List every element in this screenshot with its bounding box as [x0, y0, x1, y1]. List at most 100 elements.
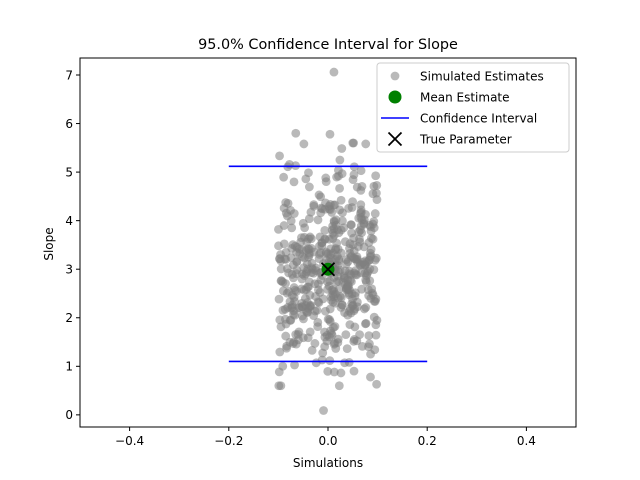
simulated-estimate-point — [305, 277, 314, 287]
simulated-estimate-point — [310, 339, 320, 348]
simulated-estimate-point — [285, 159, 294, 169]
simulated-estimate-point — [329, 230, 339, 240]
simulated-estimate-point — [329, 67, 339, 77]
simulated-estimate-point — [315, 232, 325, 242]
simulated-estimate-point — [295, 249, 305, 259]
simulated-estimate-point — [287, 290, 297, 300]
simulated-estimate-point — [363, 285, 373, 295]
simulated-estimate-point — [289, 283, 299, 292]
legend-label: Simulated Estimates — [420, 69, 544, 83]
simulated-estimate-point — [286, 253, 296, 262]
legend-marker-true-parameter — [387, 131, 403, 147]
simulated-estimate-point — [287, 223, 297, 233]
simulated-estimate-point — [323, 366, 333, 376]
y-tick-label: 0 — [65, 408, 73, 422]
simulated-estimate-point — [342, 344, 352, 354]
simulated-estimate-point — [274, 241, 283, 251]
simulated-estimate-point — [325, 332, 334, 342]
simulated-estimate-point — [276, 322, 286, 332]
y-tick-label: 6 — [65, 117, 73, 131]
simulated-estimate-point — [275, 151, 284, 161]
y-tick-label: 4 — [65, 214, 73, 228]
simulated-estimate-point — [347, 203, 357, 212]
simulated-estimate-point — [297, 302, 307, 311]
simulated-estimate-point — [370, 296, 380, 306]
simulated-estimate-point — [361, 139, 371, 149]
simulated-estimate-point — [287, 244, 297, 253]
simulated-estimate-point — [370, 209, 380, 218]
confidence-interval-series — [228, 165, 428, 363]
simulated-estimate-point — [317, 204, 327, 214]
simulated-estimate-point — [349, 366, 359, 376]
simulated-estimate-point — [356, 268, 366, 278]
simulated-estimate-point — [306, 207, 316, 217]
simulated-estimate-point — [304, 182, 314, 192]
simulated-estimate-point — [366, 245, 376, 255]
simulated-estimate-point — [287, 300, 297, 310]
simulated-estimate-point — [365, 339, 374, 349]
y-tick-label: 5 — [65, 165, 73, 179]
simulated-estimate-point — [313, 279, 323, 289]
simulated-estimate-point — [371, 253, 381, 263]
simulated-estimate-point — [338, 216, 347, 226]
simulated-estimate-point — [307, 345, 317, 355]
legend-marker-mean-estimate — [388, 90, 402, 104]
simulated-estimate-point — [290, 310, 300, 320]
simulated-estimate-point — [353, 302, 362, 312]
simulated-estimate-point — [368, 219, 378, 229]
simulated-estimate-point — [289, 177, 299, 187]
simulated-estimate-point — [356, 185, 366, 195]
simulated-estimate-point — [298, 218, 308, 228]
simulated-estimate-point — [372, 180, 382, 190]
simulated-estimate-point — [274, 294, 284, 304]
simulated-estimate-point — [276, 264, 286, 274]
simulated-estimate-point — [306, 234, 316, 244]
simulated-estimate-point — [321, 177, 331, 187]
simulated-estimate-point — [336, 195, 346, 205]
simulated-estimate-point — [325, 199, 335, 209]
simulated-estimate-point — [325, 356, 335, 366]
chart-title: 95.0% Confidence Interval for Slope — [198, 37, 458, 53]
simulated-estimate-point — [359, 242, 369, 252]
simulated-estimate-point — [360, 304, 369, 314]
simulated-estimate-point — [327, 285, 337, 295]
simulated-estimate-point — [341, 330, 351, 340]
simulated-estimate-point — [344, 266, 354, 276]
simulated-estimate-point — [275, 254, 285, 264]
simulated-estimate-point — [321, 306, 330, 316]
simulated-estimate-point — [279, 172, 289, 182]
legend-label: True Parameter — [419, 132, 512, 146]
simulated-estimate-point — [292, 265, 302, 275]
simulated-estimate-point — [333, 244, 343, 254]
simulated-estimate-point — [319, 406, 328, 415]
simulated-estimate-point — [299, 139, 309, 149]
simulated-estimate-point — [299, 314, 308, 324]
legend: Simulated Estimates Mean Estimate Confiden… — [376, 62, 570, 153]
simulated-estimate-point — [291, 128, 301, 138]
simulated-estimate-point — [303, 244, 313, 254]
y-tick-label: 3 — [65, 263, 73, 277]
simulated-estimate-point — [318, 294, 328, 304]
simulated-estimate-point — [276, 381, 286, 391]
simulated-estimate-point — [288, 339, 298, 348]
simulated-estimate-point — [347, 228, 357, 238]
simulated-estimate-point — [334, 381, 344, 391]
simulated-estimate-point — [325, 315, 334, 324]
simulated-estimate-point — [318, 348, 328, 358]
simulated-estimate-point — [313, 215, 323, 225]
x-tick-label: 0.2 — [418, 434, 437, 448]
simulated-estimate-point — [371, 171, 381, 181]
simulated-estimate-point — [309, 200, 319, 210]
simulated-estimate-point — [323, 277, 332, 287]
simulated-estimate-point — [309, 311, 319, 321]
simulated-estimate-point — [301, 174, 311, 184]
simulated-estimate-point — [282, 211, 292, 221]
axes: −0.4 −0.2 0.0 0.2 0.4 0 1 2 3 4 5 6 7 — [65, 57, 577, 448]
simulated-estimate-point — [367, 233, 376, 243]
simulated-estimate-point — [357, 260, 367, 269]
x-tick-label: 0.4 — [517, 434, 536, 448]
simulated-estimate-point — [366, 349, 375, 359]
simulated-estimate-point — [371, 320, 381, 330]
y-tick-label: 7 — [65, 68, 73, 82]
y-axis-label: Slope — [42, 227, 56, 260]
